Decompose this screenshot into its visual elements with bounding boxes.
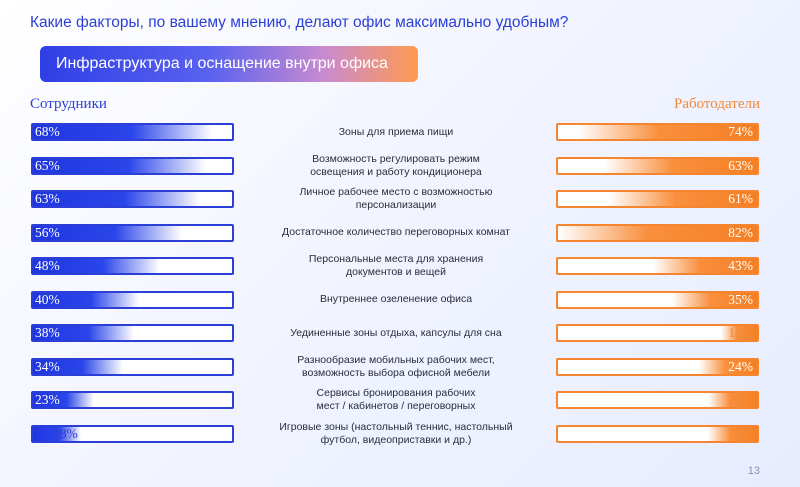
employees-bar-fill [33, 125, 214, 139]
employees-value-label: 40% [35, 291, 60, 307]
employers-bar: 20% [556, 391, 759, 409]
employees-bar: 23% [31, 391, 234, 409]
section-pill: Инфраструктура и оснащение внутри офиса [40, 46, 418, 82]
employees-bar-fill [33, 225, 182, 240]
employers-value-label: 74% [728, 124, 753, 139]
employees-bar-fill [33, 393, 95, 407]
employers-bar-fill [558, 225, 757, 240]
employees-value-label: 23% [35, 392, 60, 407]
employees-bar: 38% [31, 324, 234, 342]
employees-value-label: 68% [35, 124, 60, 139]
employees-value-label: 63% [35, 191, 60, 206]
employers-bar: 20% [556, 424, 759, 443]
category-label: Личное рабочее место с возможностью персо… [299, 186, 493, 211]
category-label: Персональные места для хранения документо… [308, 253, 484, 278]
employers-value-label: 15% [728, 325, 753, 340]
employers-bar-fill [608, 192, 757, 206]
category-label: Уединенные зоны отдыха, капсулы для сна [290, 326, 502, 339]
category-label: Зоны для приема пищи [338, 125, 454, 138]
category-label: Игровые зоны (настольный теннис, настоль… [279, 420, 513, 446]
category-label: Разнообразие мобильных рабочих мест, возм… [297, 353, 495, 379]
employees-bar-fill [33, 292, 140, 307]
employees-value-label: 18% [53, 425, 78, 441]
page-number: 13 [747, 465, 760, 477]
employees-bar-fill [33, 192, 201, 206]
category-label: Возможность регулировать режим освещения … [310, 152, 482, 178]
employers-value-label: 35% [728, 291, 753, 307]
employers-value-label: 20% [728, 392, 753, 407]
employees-value-label: 34% [35, 358, 60, 374]
employers-bar-fill [708, 426, 757, 441]
employers-value-label: 43% [728, 258, 753, 273]
employees-bar-fill [33, 426, 81, 441]
employers-bar-fill [720, 326, 757, 340]
employees-bar-fill [33, 158, 206, 173]
employees-bar-fill [33, 359, 124, 374]
employers-value-label: 82% [728, 224, 753, 240]
employees-bar: 56% [31, 223, 234, 242]
employers-bar: 43% [556, 257, 759, 275]
employees-bar: 40% [31, 290, 234, 309]
employers-column-title: Работодатели [674, 96, 760, 112]
category-label: Внутреннее озеленение офиса [319, 293, 473, 305]
employers-bar-fill [652, 259, 757, 273]
employees-column-title: Сотрудники [30, 96, 107, 112]
employers-bar-fill [604, 158, 757, 173]
employers-bar: 24% [556, 357, 759, 376]
question-title: Какие факторы, по вашему мнению, делают … [30, 14, 569, 31]
category-label: Достаточное количество переговорных комн… [282, 226, 510, 238]
employees-bar: 34% [31, 357, 234, 376]
employers-bar: 61% [556, 190, 759, 208]
employers-bar: 63% [556, 156, 759, 175]
category-label: Сервисы бронирования рабочих мест / кабин… [316, 387, 476, 412]
employees-value-label: 38% [35, 325, 60, 340]
employers-bar: 74% [556, 123, 759, 141]
employers-value-label: 24% [728, 358, 753, 374]
employees-value-label: 48% [35, 258, 60, 273]
employees-value-label: 56% [35, 224, 60, 240]
employers-value-label: 63% [728, 157, 753, 173]
employers-bar: 15% [556, 324, 759, 342]
employees-bar: 48% [31, 257, 234, 275]
employees-bar: 63% [31, 190, 234, 208]
employees-bar-fill [33, 326, 134, 340]
employers-bar-fill [698, 359, 757, 374]
employers-bar-fill [577, 125, 757, 139]
employers-bar-fill [672, 292, 757, 307]
employees-bar-fill [33, 259, 161, 273]
employers-value-label: 61% [728, 191, 753, 206]
employers-bar-fill [708, 393, 757, 407]
employers-bar: 35% [556, 290, 759, 309]
employees-bar: 65% [31, 156, 234, 175]
employees-bar: 18% [31, 424, 234, 443]
employees-bar: 68% [31, 123, 234, 141]
employers-value-label: 20% [728, 425, 753, 441]
employers-bar: 82% [556, 223, 759, 242]
employees-value-label: 65% [35, 157, 60, 173]
